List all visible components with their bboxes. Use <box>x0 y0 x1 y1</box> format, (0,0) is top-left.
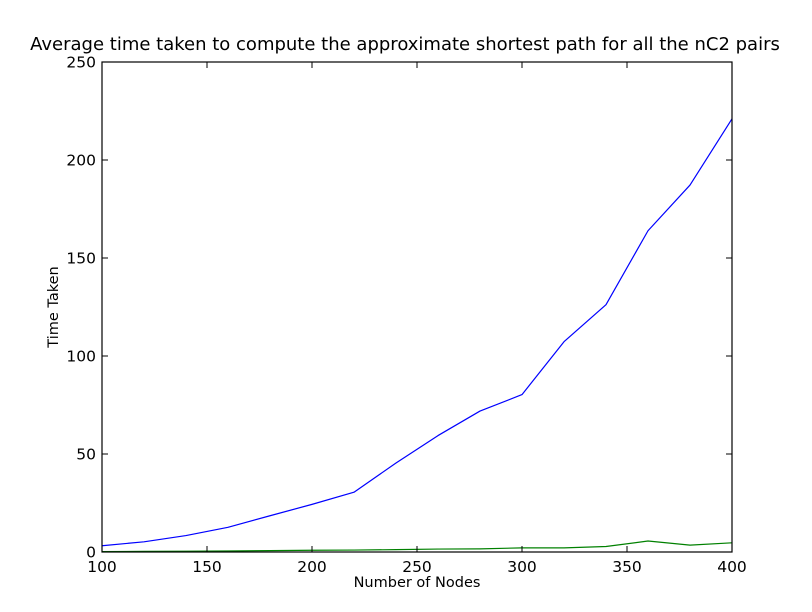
y-tick-label: 200 <box>66 152 96 170</box>
x-tick-label: 200 <box>297 558 327 576</box>
y-tick-label: 50 <box>76 446 96 464</box>
y-tick-label: 100 <box>66 348 96 366</box>
x-tick-label: 250 <box>402 558 432 576</box>
y-tick-label: 250 <box>66 54 96 72</box>
chart-title: Average time taken to compute the approx… <box>30 34 780 55</box>
x-tick-label: 100 <box>87 558 117 576</box>
axis-ticks: 100 150 200 250 300 350 400 0 50 100 150 200 250 <box>66 54 746 577</box>
x-tick-label: 150 <box>192 558 222 576</box>
x-tick-label: 400 <box>717 558 747 576</box>
x-tick-label: 300 <box>507 558 537 576</box>
x-tick-label: 350 <box>612 558 642 576</box>
y-tick-label: 0 <box>86 544 96 562</box>
series-line-1 <box>101 118 733 547</box>
y-tick-label: 150 <box>66 250 96 268</box>
x-axis-label: Number of Nodes <box>354 575 481 591</box>
y-axis-label: Time Taken <box>46 266 62 348</box>
